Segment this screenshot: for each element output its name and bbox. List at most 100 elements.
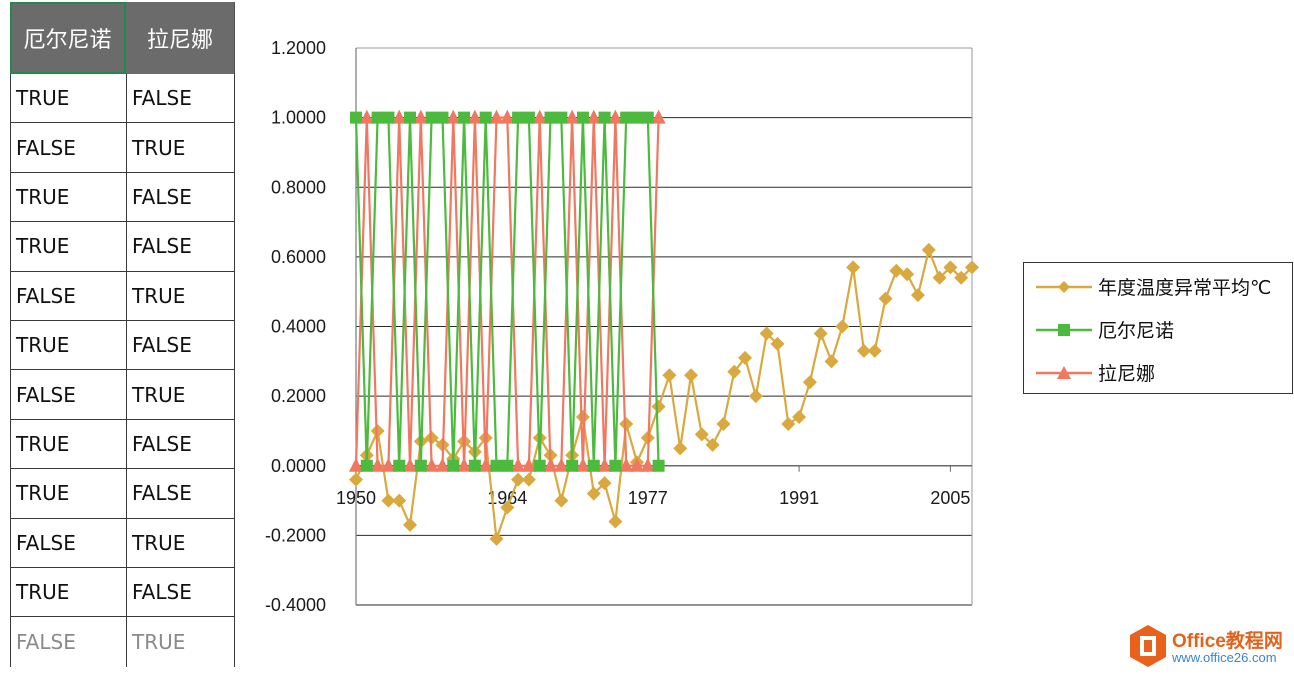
table-row: TRUE FALSE: [10, 567, 235, 618]
cell-la-nina[interactable]: FALSE: [126, 222, 235, 271]
data-point-diamond: [770, 336, 785, 351]
data-point-diamond: [489, 531, 504, 546]
cell-la-nina[interactable]: FALSE: [126, 419, 235, 469]
cell-el-nino[interactable]: FALSE: [10, 518, 126, 567]
y-tick-label: 0.0000: [271, 456, 326, 476]
y-tick-label: -0.2000: [265, 525, 326, 545]
cell-la-nina[interactable]: TRUE: [126, 271, 235, 320]
data-point-square: [360, 459, 373, 472]
data-point-diamond: [500, 500, 515, 515]
series-el-nino: [350, 111, 665, 472]
cell-la-nina[interactable]: TRUE: [126, 123, 235, 172]
data-point-square: [393, 459, 406, 472]
data-point-triangle: [359, 109, 374, 124]
table-row: TRUE FALSE: [10, 419, 235, 470]
data-point-square: [414, 459, 427, 472]
cell-la-nina[interactable]: FALSE: [126, 469, 235, 518]
office-logo-icon: [1130, 625, 1166, 667]
data-point-triangle: [597, 457, 612, 472]
data-point-square: [630, 111, 643, 124]
legend-swatch-temperature: [1036, 280, 1092, 293]
y-axis-ticks: -0.4000 -0.2000 0.0000 0.2000 0.4000 0.6000 0.…: [265, 38, 326, 615]
cell-la-nina[interactable]: FALSE: [126, 172, 235, 222]
data-point-diamond: [521, 472, 536, 487]
cell-el-nino[interactable]: FALSE: [10, 370, 126, 419]
data-point-square: [641, 111, 654, 124]
data-point-diamond: [727, 364, 742, 379]
cell-la-nina[interactable]: TRUE: [126, 370, 235, 419]
cell-la-nina[interactable]: TRUE: [126, 518, 235, 567]
table-row: TRUE FALSE: [10, 74, 235, 124]
data-point-diamond: [586, 486, 601, 501]
data-point-diamond: [705, 437, 720, 452]
cell-la-nina[interactable]: FALSE: [126, 74, 235, 123]
logo-url: www.office26.com: [1172, 650, 1277, 665]
data-point-square: [533, 459, 546, 472]
data-point-triangle: [500, 109, 515, 124]
data-point-triangle: [629, 457, 644, 472]
cell-el-nino[interactable]: TRUE: [10, 222, 126, 271]
data-point-triangle: [349, 457, 363, 472]
data-point-diamond: [716, 416, 731, 431]
data-point-diamond: [748, 389, 763, 404]
data-point-diamond: [608, 514, 623, 529]
data-point-diamond: [684, 368, 699, 383]
data-point-square: [458, 111, 471, 124]
x-tick-label: 1950: [336, 488, 376, 508]
data-point-diamond: [575, 410, 590, 425]
data-point-triangle: [381, 457, 396, 472]
cell-la-nina[interactable]: TRUE: [126, 617, 235, 667]
data-point-square: [501, 459, 514, 472]
table-row: TRUE FALSE: [10, 172, 235, 223]
cell-el-nino[interactable]: TRUE: [10, 74, 126, 123]
data-point-triangle: [467, 109, 482, 124]
legend-swatch-la-nina: [1036, 365, 1092, 379]
data-point-triangle: [575, 457, 590, 472]
cell-la-nina[interactable]: FALSE: [126, 320, 235, 370]
data-point-diamond: [349, 472, 363, 487]
cell-el-nino[interactable]: TRUE: [10, 320, 126, 370]
x-tick-label: 2005: [930, 488, 970, 508]
data-point-diamond: [759, 326, 774, 341]
data-point-diamond: [867, 343, 882, 358]
x-tick-label: 1991: [779, 488, 819, 508]
data-point-triangle: [424, 457, 439, 472]
header-cell-la-nina[interactable]: 拉尼娜: [126, 2, 235, 74]
cell-el-nino[interactable]: TRUE: [10, 419, 126, 469]
cell-el-nino[interactable]: TRUE: [10, 469, 126, 518]
table-row: TRUE FALSE: [10, 222, 235, 272]
data-point-triangle: [651, 109, 666, 124]
data-point-diamond: [738, 350, 753, 365]
data-point-diamond: [597, 476, 612, 491]
cell-el-nino[interactable]: FALSE: [10, 271, 126, 320]
data-point-triangle: [489, 109, 504, 124]
data-point-triangle: [413, 109, 428, 124]
data-point-triangle: [478, 457, 493, 472]
data-point-square: [620, 111, 633, 124]
y-tick-label: 0.8000: [271, 177, 326, 197]
cell-el-nino[interactable]: FALSE: [10, 617, 126, 667]
cell-el-nino[interactable]: FALSE: [10, 123, 126, 172]
data-point-triangle: [457, 457, 472, 472]
data-point-square: [479, 111, 492, 124]
y-tick-label: 1.0000: [271, 108, 326, 128]
data-point-diamond: [910, 288, 925, 303]
legend-item-el-nino: 厄尔尼诺: [1034, 316, 1174, 343]
data-point-diamond: [554, 493, 569, 508]
data-point-diamond: [673, 441, 688, 456]
series-layer: [349, 109, 979, 546]
data-point-square: [404, 111, 417, 124]
data-point-square: [566, 459, 579, 472]
data-point-triangle: [403, 457, 418, 472]
header-cell-el-nino[interactable]: 厄尔尼诺: [10, 2, 126, 74]
table-row: FALSE TRUE: [10, 271, 235, 321]
data-point-square: [555, 111, 568, 124]
legend-label-la-nina: 拉尼娜: [1098, 363, 1156, 385]
cell-el-nino[interactable]: TRUE: [10, 567, 126, 617]
legend-item-temperature: 年度温度异常平均℃: [1034, 273, 1271, 300]
cell-la-nina[interactable]: FALSE: [126, 567, 235, 617]
data-point-triangle: [435, 457, 450, 472]
cell-el-nino[interactable]: TRUE: [10, 172, 126, 222]
data-point-diamond: [403, 517, 418, 532]
